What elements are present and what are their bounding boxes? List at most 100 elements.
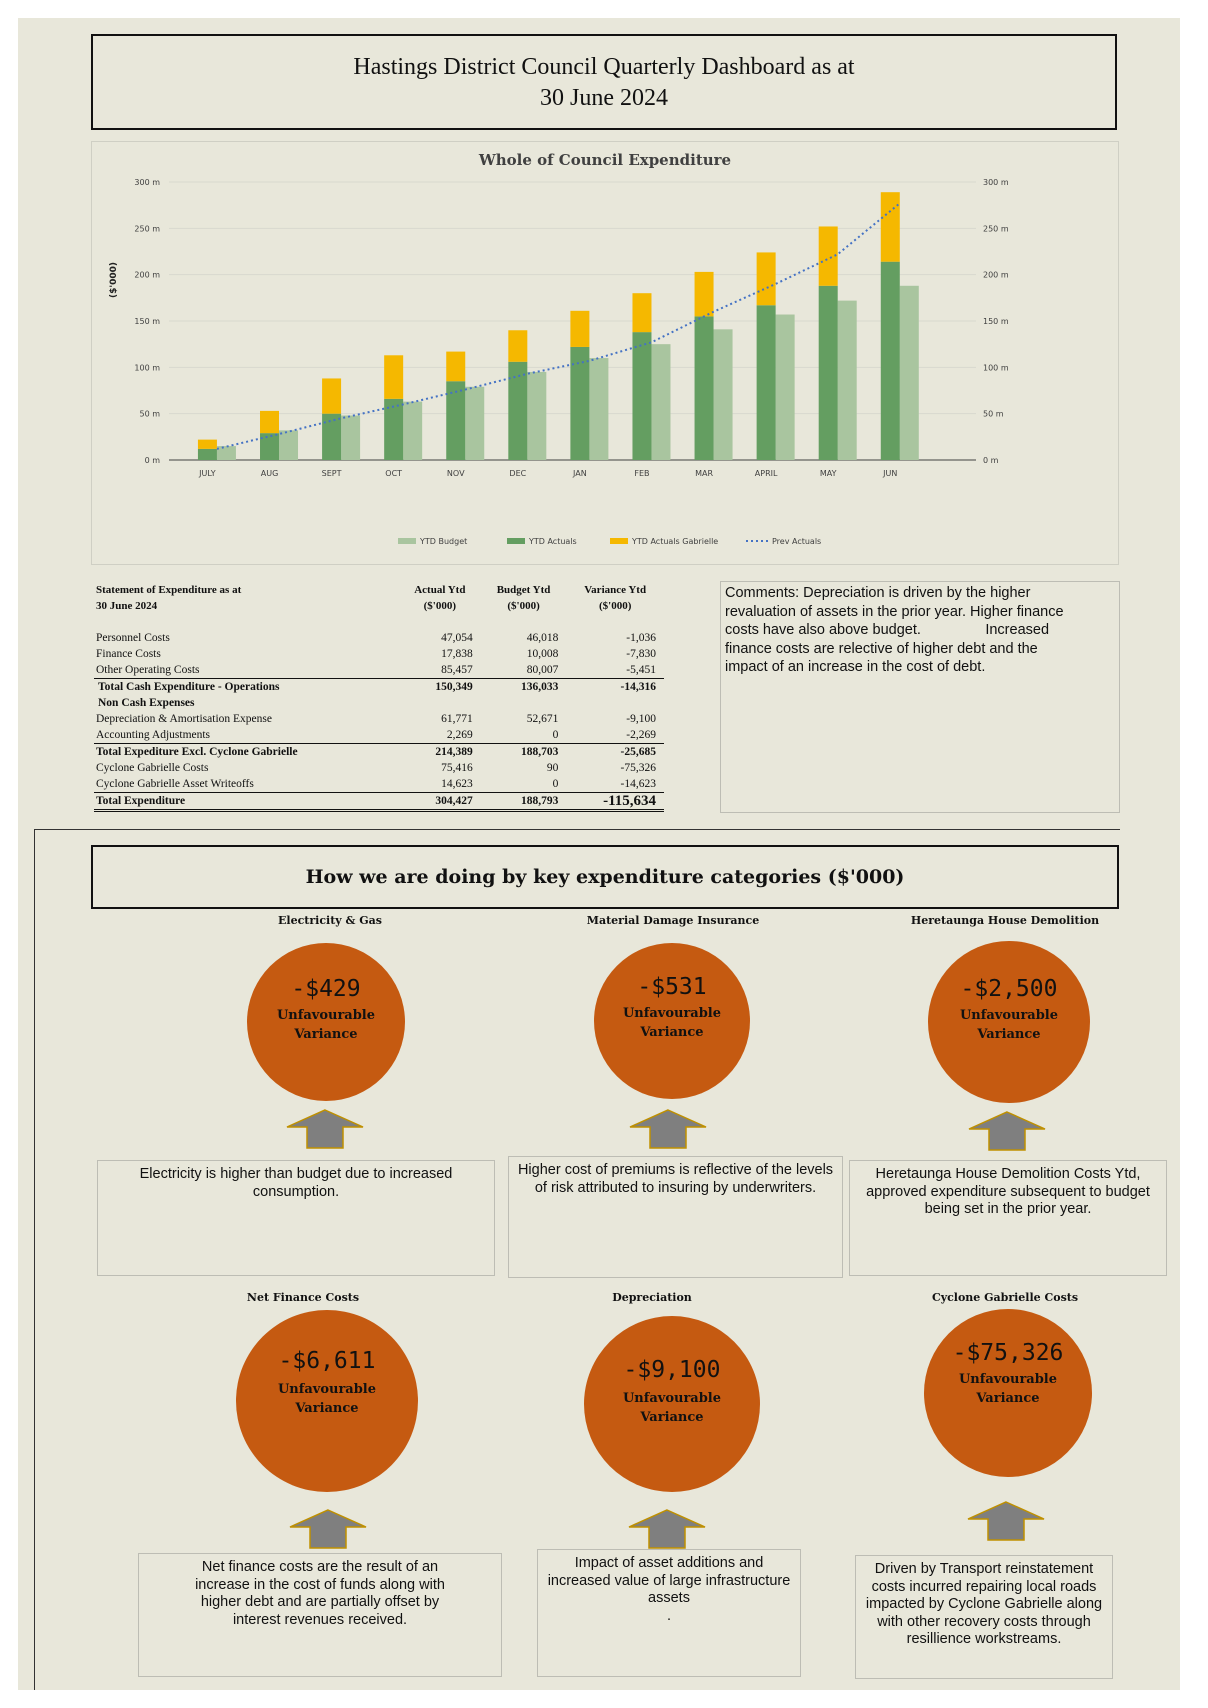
bar-ytd-actuals-gabrielle bbox=[197, 439, 217, 449]
variance-circle-electricity: -$429 Unfavourable Variance bbox=[247, 943, 405, 1101]
category-title-finance: Net Finance Costs bbox=[246, 1291, 360, 1304]
y-tick-label-left: 100 m bbox=[134, 363, 160, 372]
row-budget: 136,033 bbox=[480, 678, 567, 695]
up-arrow-icon bbox=[629, 1109, 707, 1149]
note-finance: Net finance costs are the result of an i… bbox=[138, 1553, 502, 1677]
bar-ytd-actuals bbox=[570, 346, 590, 460]
variance-amount: -$429 bbox=[291, 976, 361, 1002]
x-tick-label: FEB bbox=[634, 469, 649, 478]
bar-ytd-actuals bbox=[508, 361, 528, 460]
col-variance-head-1: Variance Ytd bbox=[584, 584, 647, 596]
x-tick-label: OCT bbox=[385, 469, 402, 478]
bar-ytd-budget bbox=[713, 329, 733, 460]
x-tick-label: SEPT bbox=[322, 469, 342, 478]
row-actual: 2,269 bbox=[446, 729, 473, 741]
legend-marker bbox=[398, 538, 416, 544]
statement-header-row: Statement of Expenditure as at Actual Yt… bbox=[94, 582, 664, 598]
bar-ytd-actuals-gabrielle bbox=[694, 271, 714, 317]
legend-label: YTD Actuals bbox=[528, 537, 577, 546]
row-variance: -14,623 bbox=[620, 778, 656, 790]
y-tick-label-left: 250 m bbox=[134, 224, 160, 233]
bar-ytd-budget bbox=[527, 371, 547, 460]
variance-label: Unfavourable bbox=[959, 1008, 1059, 1023]
bar-ytd-actuals-gabrielle bbox=[384, 355, 404, 399]
y-tick-label-left: 150 m bbox=[134, 317, 160, 326]
variance-amount: -$6,611 bbox=[278, 1348, 376, 1374]
expenditure-chart: Whole of Council Expenditure 0 m 0 m 50 m 50… bbox=[91, 141, 1119, 565]
x-tick-label: MAY bbox=[820, 469, 837, 478]
col-actual-head-2: ($'000) bbox=[423, 600, 457, 612]
variance-circle-depreciation: -$9,100 Unfavourable Variance bbox=[584, 1316, 760, 1492]
row-budget: 80,007 bbox=[526, 664, 559, 676]
bar-ytd-actuals-gabrielle bbox=[818, 226, 838, 286]
row-budget: 46,018 bbox=[526, 632, 559, 644]
bar-ytd-actuals-gabrielle bbox=[880, 192, 900, 262]
row-variance: -14,316 bbox=[566, 678, 664, 695]
variance-circle-heretaunga: -$2,500 Unfavourable Variance bbox=[928, 941, 1090, 1103]
bar-ytd-actuals-gabrielle bbox=[260, 410, 280, 434]
row-label: Total Expenditure bbox=[94, 792, 399, 812]
section-divider-vertical bbox=[34, 829, 35, 1690]
comment-line-5: impact of an increase in the cost of deb… bbox=[725, 659, 986, 675]
variance-label: Unfavourable bbox=[958, 1372, 1058, 1387]
bar-ytd-actuals bbox=[694, 316, 714, 460]
row-label: Personnel Costs bbox=[96, 632, 170, 644]
row-actual bbox=[399, 695, 481, 711]
bar-ytd-actuals bbox=[818, 285, 838, 460]
bar-ytd-actuals-gabrielle bbox=[756, 252, 776, 306]
bar-ytd-budget bbox=[899, 285, 919, 460]
variance-label: Unfavourable bbox=[622, 1391, 722, 1406]
statement-title-1: Statement of Expenditure as at bbox=[96, 584, 242, 596]
bar-ytd-actuals-gabrielle bbox=[508, 330, 528, 362]
bar-ytd-actuals bbox=[322, 413, 342, 460]
note-electricity: Electricity is higher than budget due to… bbox=[97, 1160, 495, 1276]
bar-ytd-actuals bbox=[446, 381, 466, 460]
bar-ytd-budget bbox=[651, 344, 671, 460]
x-tick-label: DEC bbox=[509, 469, 526, 478]
bar-ytd-budget bbox=[341, 415, 361, 460]
note-cyclone: Driven by Transport reinstatement costs … bbox=[855, 1555, 1113, 1679]
row-budget: 90 bbox=[546, 762, 559, 774]
section-title: How we are doing by key expenditure cate… bbox=[91, 845, 1119, 909]
row-label: Other Operating Costs bbox=[96, 664, 200, 676]
statement-row: Finance Costs 17,838 10,008 -7,830 bbox=[94, 646, 664, 662]
bar-ytd-budget bbox=[465, 386, 485, 460]
row-label: Cyclone Gabrielle Costs bbox=[96, 762, 209, 774]
y-tick-label-left: 300 m bbox=[134, 178, 160, 187]
up-arrow-icon bbox=[968, 1111, 1046, 1151]
variance-label-2: Variance bbox=[977, 1027, 1041, 1042]
row-budget: 188,703 bbox=[480, 743, 567, 760]
category-title-depreciation: Depreciation bbox=[612, 1291, 692, 1304]
x-tick-label: JULY bbox=[198, 469, 216, 478]
x-tick-label: AUG bbox=[261, 469, 279, 478]
row-budget: 188,793 bbox=[480, 792, 567, 812]
statement-row: Personnel Costs 47,054 46,018 -1,036 bbox=[94, 630, 664, 646]
up-arrow-icon bbox=[286, 1109, 364, 1149]
statement-row: Depreciation & Amortisation Expense 61,77… bbox=[94, 711, 664, 727]
row-budget: 0 bbox=[552, 778, 559, 790]
row-actual: 304,427 bbox=[398, 792, 481, 812]
y-tick-label-left: 0 m bbox=[145, 456, 161, 465]
row-actual: 214,389 bbox=[398, 743, 481, 760]
bar-ytd-actuals bbox=[632, 332, 652, 460]
row-budget: 52,671 bbox=[526, 713, 559, 725]
row-label: Depreciation & Amortisation Expense bbox=[96, 713, 272, 725]
row-actual: 150,349 bbox=[398, 678, 481, 695]
x-tick-label: JAN bbox=[572, 469, 587, 478]
section-divider-horizontal bbox=[34, 829, 1120, 830]
row-budget: 0 bbox=[552, 729, 559, 741]
legend-label: Prev Actuals bbox=[772, 537, 821, 546]
row-label: Total Cash Expenditure - Operations bbox=[94, 678, 399, 695]
y-tick-label-right: 0 m bbox=[983, 456, 999, 465]
statement-header-row-2: 30 June 2024 ($'000) ($'000) ($'000) bbox=[94, 598, 664, 614]
legend-label: YTD Actuals Gabrielle bbox=[631, 537, 718, 546]
y-tick-label-right: 150 m bbox=[983, 317, 1009, 326]
row-actual: 47,054 bbox=[441, 632, 473, 644]
statement-row: Other Operating Costs 85,457 80,007 -5,451 bbox=[94, 662, 664, 679]
bar-ytd-actuals bbox=[260, 433, 280, 460]
variance-amount: -$2,500 bbox=[960, 976, 1058, 1002]
bar-ytd-actuals bbox=[197, 448, 217, 460]
row-label: Cyclone Gabrielle Asset Writeoffs bbox=[96, 778, 254, 790]
bar-ytd-actuals-gabrielle bbox=[632, 293, 652, 333]
statement-row: Total Expenditure 304,427 188,793 -115,634 bbox=[94, 792, 664, 812]
